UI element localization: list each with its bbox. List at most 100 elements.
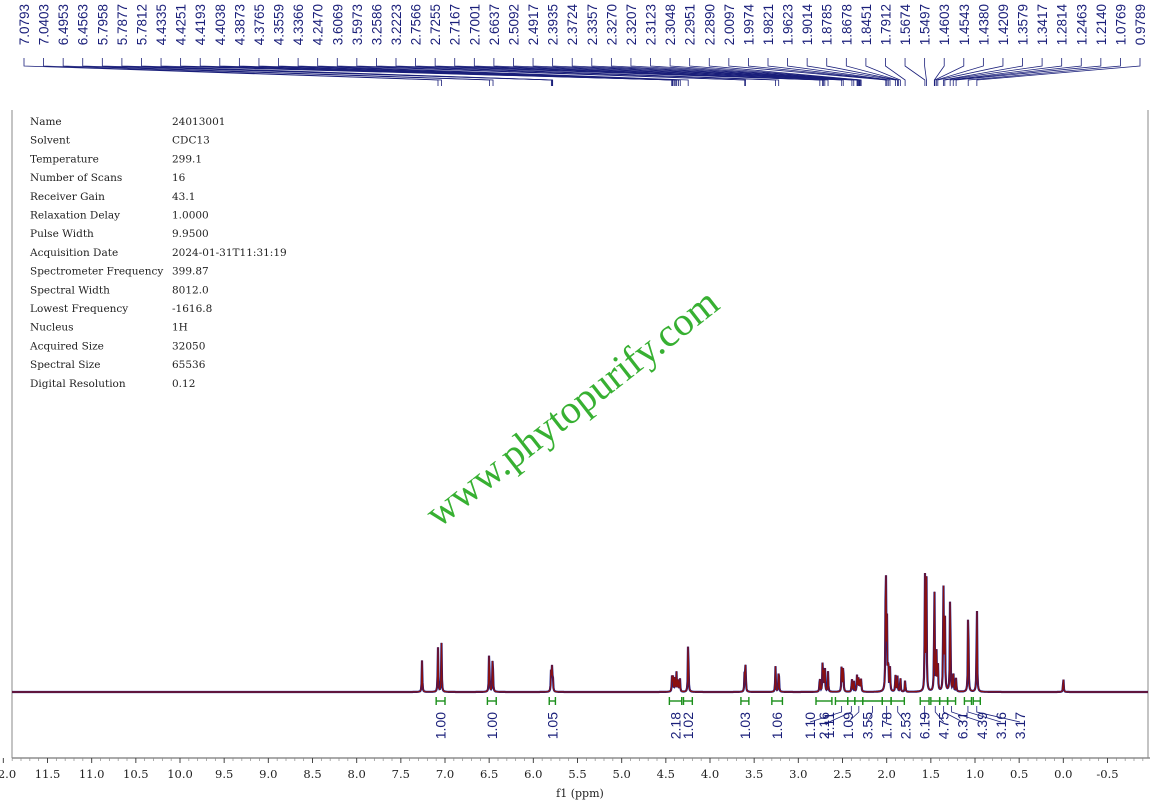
param-key: Solvent xyxy=(30,135,71,147)
peak-leader xyxy=(297,58,681,86)
integral-label: 1.00 xyxy=(433,712,449,739)
param-key: Spectral Size xyxy=(30,359,101,371)
peak-leader xyxy=(806,58,896,86)
peak-label: 1.9821 xyxy=(761,4,776,45)
peak-labels: 7.0793 7.0403 6.4953 6.4563 5.7958 5.7877 5.78… xyxy=(17,4,1148,46)
peak-label: 2.4917 xyxy=(526,4,541,45)
peak-label: 4.4335 xyxy=(154,4,169,45)
peak-label: 1.0769 xyxy=(1113,4,1128,45)
param-key: Receiver Gain xyxy=(30,191,105,203)
peak-label: 4.3559 xyxy=(272,4,287,45)
integral-label: 1.09 xyxy=(840,712,856,739)
x-tick-label: 2.0 xyxy=(878,767,896,781)
peak-label: 2.3207 xyxy=(624,4,639,45)
param-value: -1616.8 xyxy=(172,303,212,315)
peak-label: 1.8678 xyxy=(839,4,854,45)
peak-label: 4.3765 xyxy=(252,4,267,45)
peak-leader xyxy=(454,58,824,86)
param-key: Number of Scans xyxy=(30,172,122,184)
x-tick-label: 1.5 xyxy=(922,767,940,781)
integral-label: 2.18 xyxy=(668,712,684,739)
x-tick-label: 0.0 xyxy=(1054,767,1072,781)
param-value: 399.87 xyxy=(172,266,209,278)
peak-label: 4.2470 xyxy=(311,4,326,45)
x-tick-label: 4.0 xyxy=(701,767,719,781)
peak-label: 1.4603 xyxy=(937,4,952,45)
integral-leader xyxy=(976,706,1021,723)
acquisition-parameters-table: Name 24013001 Solvent CDC13 Temperature 299.1… xyxy=(29,116,287,390)
peak-leader xyxy=(934,58,965,86)
param-value: 2024-01-31T11:31:19 xyxy=(172,247,287,259)
peak-leader xyxy=(493,58,829,86)
peak-label: 6.4953 xyxy=(56,4,71,45)
param-key: Digital Resolution xyxy=(30,378,126,390)
param-value: CDC13 xyxy=(172,135,210,147)
peak-leader xyxy=(395,58,780,86)
integral-label: 1.10 xyxy=(802,712,818,739)
peak-label: 1.5497 xyxy=(918,4,933,45)
x-tick-label: 5.5 xyxy=(568,767,586,781)
param-key: Relaxation Delay xyxy=(30,210,120,222)
peak-label: 2.7255 xyxy=(428,4,443,45)
spectrum-layer xyxy=(12,572,1148,694)
peak-label: 4.4038 xyxy=(213,4,228,45)
peak-label: 4.4251 xyxy=(174,4,189,45)
peak-label: 1.2140 xyxy=(1094,4,1109,45)
x-tick-label: 11.0 xyxy=(79,767,105,781)
peak-label: 5.7812 xyxy=(134,4,149,45)
param-value: 8012.0 xyxy=(172,284,209,296)
integral-leader xyxy=(866,706,873,723)
peak-label: 2.3935 xyxy=(546,4,561,45)
peak-leader xyxy=(952,58,1082,86)
peak-label: 1.4543 xyxy=(957,4,972,45)
peak-leader xyxy=(976,58,1141,86)
peak-label: 2.7167 xyxy=(448,4,463,45)
peak-label: 1.9014 xyxy=(800,4,815,46)
peak-label: 1.9623 xyxy=(781,4,796,45)
x-tick-label: 10.0 xyxy=(167,767,193,781)
peak-leader xyxy=(787,58,891,86)
peak-label: 3.5973 xyxy=(350,4,365,45)
peak-leader xyxy=(935,58,984,86)
peak-label: 2.3357 xyxy=(585,4,600,45)
peak-leader xyxy=(728,58,887,86)
peak-leader xyxy=(23,58,439,86)
peak-label: 2.7566 xyxy=(409,4,424,45)
peak-label: 3.6069 xyxy=(330,4,345,45)
peak-leader xyxy=(82,58,494,86)
param-value: 9.9500 xyxy=(172,228,209,240)
peak-label: 2.3123 xyxy=(644,4,659,45)
peak-label: 1.8785 xyxy=(820,4,835,45)
peak-label: 1.5674 xyxy=(898,4,913,46)
param-key: Temperature xyxy=(30,153,99,165)
param-value: 16 xyxy=(172,172,186,184)
x-tick-label: 11.5 xyxy=(35,767,61,781)
peak-leader xyxy=(904,58,926,86)
peak-label: 2.6637 xyxy=(487,4,502,45)
param-value: 1.0000 xyxy=(172,210,209,222)
peak-label: 1.3579 xyxy=(1016,4,1031,45)
integral-leader xyxy=(809,706,843,723)
integral-label: 2.53 xyxy=(897,712,913,739)
peak-leader xyxy=(845,58,899,86)
x-tick-label: 6.5 xyxy=(480,767,498,781)
spectrum-trace xyxy=(12,572,1148,693)
x-tick-label: 12.0 xyxy=(0,767,16,781)
integral-leader xyxy=(897,706,906,723)
peak-label: 3.2223 xyxy=(389,4,404,45)
peak-label: 1.7912 xyxy=(878,4,893,45)
param-value: 0.12 xyxy=(172,378,195,390)
integral-leader xyxy=(828,706,852,723)
integral-leader xyxy=(951,706,982,723)
integral-label: 1.02 xyxy=(680,712,696,739)
peak-label: 6.4563 xyxy=(76,4,91,45)
integral-leader xyxy=(967,706,1002,723)
x-tick-label: 3.0 xyxy=(789,767,807,781)
peak-label: 2.3270 xyxy=(604,4,619,45)
param-value: 32050 xyxy=(172,340,205,352)
peak-label: 2.0097 xyxy=(722,4,737,45)
peak-label: 1.8451 xyxy=(859,4,874,45)
x-tick-label: 9.5 xyxy=(215,767,233,781)
integral-leader xyxy=(847,706,860,723)
peak-leader xyxy=(924,58,927,86)
